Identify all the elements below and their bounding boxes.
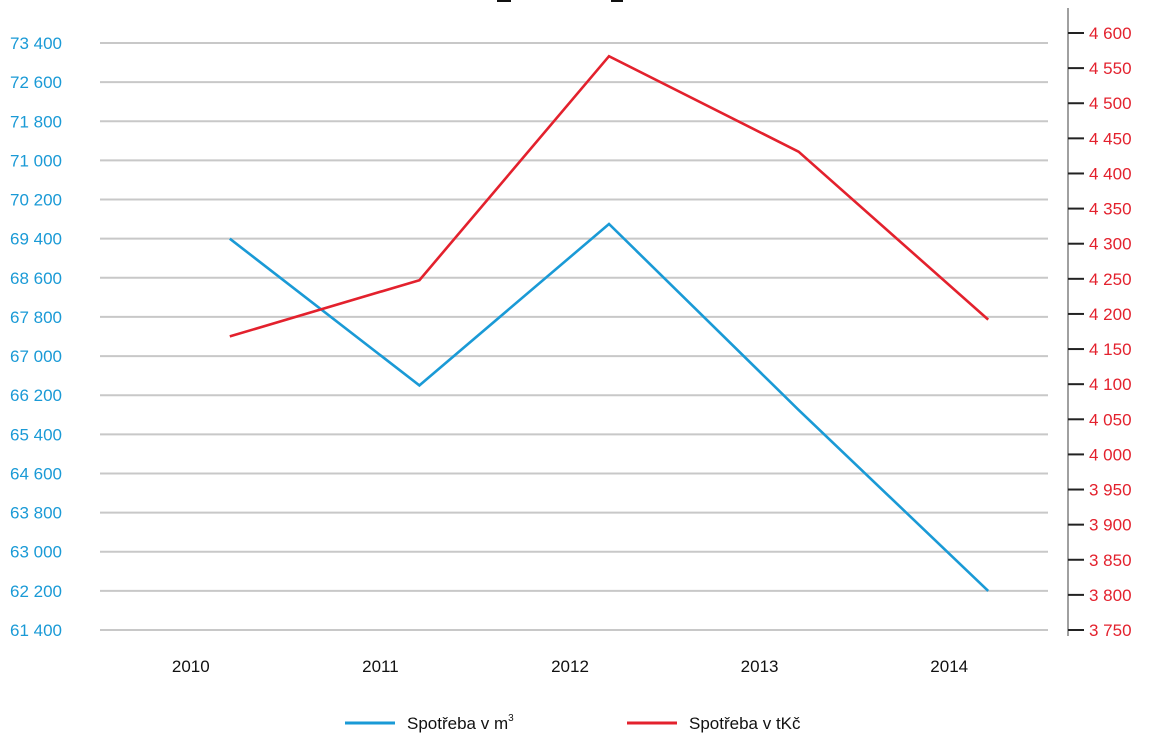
right-axis-tick-label: 4 450 (1089, 129, 1132, 148)
grid-lines (100, 42, 1048, 631)
left-axis-tick-label: 73 400 (10, 34, 62, 53)
left-axis-tick-label: 65 400 (10, 425, 62, 444)
right-axis-tick-label: 4 250 (1089, 270, 1132, 289)
left-y-axis: 61 400 62 200 63 000 63 800 64 600 65 400 66 2… (10, 34, 62, 640)
title-fragment-mark-right (611, 0, 623, 2)
left-axis-tick-label: 64 600 (10, 464, 62, 483)
right-axis-tick-label: 4 200 (1089, 305, 1132, 324)
right-axis-tick-label: 4 500 (1089, 94, 1132, 113)
left-axis-tick-label: 71 800 (10, 112, 62, 131)
left-axis-tick-label: 71 000 (10, 151, 62, 170)
left-axis-tick-label: 61 400 (10, 621, 62, 640)
right-y-axis: 3 750 3 800 3 850 3 900 3 950 4 000 4 050 4 100… (1067, 8, 1132, 640)
left-axis-tick-label: 72 600 (10, 73, 62, 92)
right-axis-tick-label: 4 150 (1089, 340, 1132, 359)
x-axis-tick-label: 2010 (172, 657, 210, 676)
right-axis-tick-label: 4 100 (1089, 375, 1132, 394)
right-axis-tick-label: 3 800 (1089, 586, 1132, 605)
right-axis-tick-label: 4 300 (1089, 235, 1132, 254)
legend: Spotřeba v m3 Spotřeba v tKč (345, 713, 801, 733)
left-axis-tick-label: 68 600 (10, 269, 62, 288)
left-axis-tick-label: 66 200 (10, 386, 62, 405)
right-axis-tick-label: 4 000 (1089, 445, 1132, 464)
x-axis-tick-label: 2012 (551, 657, 589, 676)
right-axis-tick-label: 3 750 (1089, 621, 1132, 640)
right-axis-tick-label: 4 350 (1089, 200, 1132, 219)
series-lines (229, 54, 990, 592)
x-axis-tick-label: 2013 (741, 657, 779, 676)
title-fragment-mark-left (497, 0, 511, 2)
legend-label: Spotřeba v m3 (407, 713, 514, 733)
series-line-m3 (229, 222, 990, 592)
right-axis-tick-label: 4 400 (1089, 164, 1132, 183)
chart-title-fragment (497, 0, 623, 2)
right-axis-tick-label: 4 550 (1089, 59, 1132, 78)
x-axis-tick-label: 2011 (362, 657, 399, 676)
left-axis-tick-label: 67 000 (10, 347, 62, 366)
right-axis-tick-label: 4 050 (1089, 410, 1132, 429)
left-axis-tick-label: 67 800 (10, 308, 62, 327)
right-axis-tick-label: 3 950 (1089, 481, 1132, 500)
right-axis-tick-label: 3 900 (1089, 516, 1132, 535)
left-axis-tick-label: 70 200 (10, 191, 62, 210)
left-axis-tick-label: 63 800 (10, 504, 62, 523)
right-axis-tick-label: 3 850 (1089, 551, 1132, 570)
left-axis-tick-label: 62 200 (10, 582, 62, 601)
x-axis-tick-label: 2014 (930, 657, 968, 676)
x-axis: 2010 2011 2012 2013 2014 (172, 657, 968, 676)
series-line-czk (229, 54, 990, 338)
left-axis-tick-label: 63 000 (10, 543, 62, 562)
right-axis-tick-label: 4 600 (1089, 24, 1132, 43)
left-axis-tick-label: 69 400 (10, 230, 62, 249)
legend-label: Spotřeba v tKč (689, 714, 801, 733)
